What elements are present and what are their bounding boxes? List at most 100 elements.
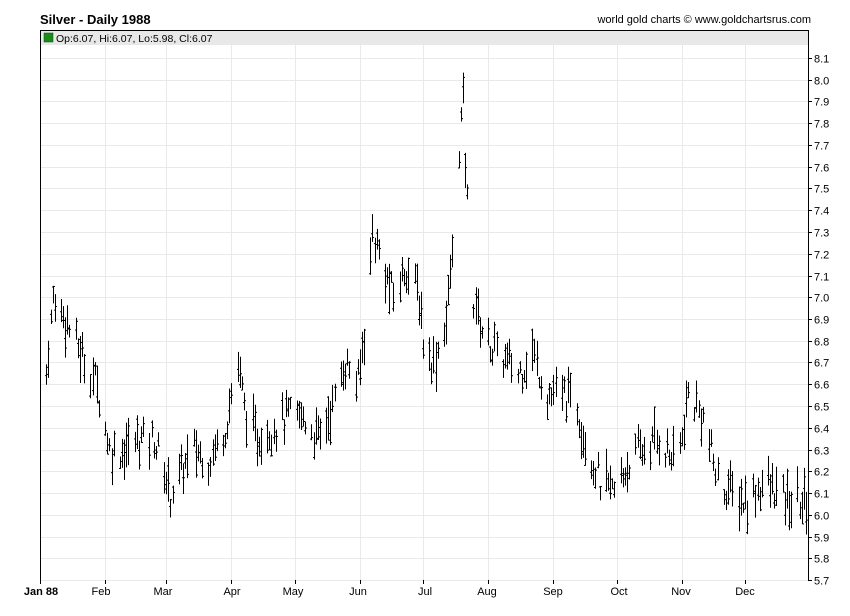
y-tick-label: 6.2 [814, 467, 829, 479]
ohlc-bar [369, 237, 372, 275]
ohlc-bar [552, 374, 555, 405]
ohlc-bar [121, 438, 124, 468]
ohlc-bar [50, 309, 53, 325]
ohlc-bar [363, 328, 366, 366]
ohlc-bar [752, 473, 755, 498]
ohlc-bar [611, 478, 614, 490]
ohlc-bar [94, 362, 97, 376]
y-tick-label: 6.5 [814, 402, 829, 414]
ohlc-bar [540, 376, 543, 400]
ohlc-bar [195, 430, 198, 478]
ohlc-bar [594, 467, 597, 489]
ohlc-bar [759, 486, 762, 512]
ohlc-bar [123, 439, 126, 480]
ohlc-bar [45, 364, 48, 385]
ohlc-bar [639, 429, 642, 460]
ohlc-bar [479, 317, 482, 348]
y-tick-label: 7.5 [814, 184, 829, 196]
ohlc-bar [212, 439, 215, 466]
ohlc-bar [805, 491, 808, 535]
ohlc-bar [565, 401, 568, 423]
ohlc-bar [214, 434, 217, 462]
ohlc-bar [754, 484, 757, 518]
y-tick-label: 6.9 [814, 315, 829, 327]
ohlc-bar [416, 263, 419, 301]
chart-title: Silver - Daily 1988 [40, 12, 151, 27]
ohlc-bar [714, 468, 717, 486]
ohlc-bar [113, 430, 116, 457]
ohlc-bar [256, 428, 259, 467]
ohlc-bar [390, 271, 393, 283]
ohlc-bar [685, 380, 688, 418]
ohlc-bar [148, 432, 151, 470]
ohlc-bar [475, 287, 478, 325]
ohlc-bar [140, 426, 143, 443]
ohlc-bar [237, 351, 240, 383]
ohlc-bar [68, 324, 71, 338]
ohlc-bar [77, 338, 80, 359]
ohlc-bar [127, 417, 130, 466]
ohlc-bar [399, 271, 402, 303]
ohlc-bar [769, 474, 772, 508]
y-tick-label: 6.1 [814, 489, 829, 501]
ohlc-bar [451, 234, 454, 268]
ohlc-bar [790, 491, 793, 529]
ohlc-bar [239, 356, 242, 388]
ohlc-bar [649, 441, 652, 471]
x-tick-label: Nov [671, 586, 691, 598]
ohlc-bar [384, 263, 387, 304]
ohlc-bar [517, 368, 520, 384]
y-tick-label: 7.8 [814, 119, 829, 131]
x-tick-label: Aug [477, 586, 497, 598]
ohlc-bar [443, 322, 446, 347]
ohlc-bar [226, 421, 229, 440]
ohlc-bar [66, 305, 69, 335]
ohlc-bar [533, 338, 536, 364]
ohlc-bar [245, 411, 248, 448]
ohlc-bar [89, 374, 92, 399]
ohlc-bar [569, 372, 572, 408]
ohlc-bar [172, 485, 175, 504]
ohlc-bar [60, 298, 63, 323]
ohlc-bar [361, 331, 364, 364]
ohlc-bar [376, 228, 379, 250]
x-tick-label: Oct [610, 586, 627, 598]
x-axis: Jan 88 Feb Mar Apr May Jun Jul Aug Sep Oct Nov Dec [24, 580, 755, 598]
ohlc-bar [186, 434, 189, 479]
ohlc-bar [153, 442, 156, 459]
ohlc-bar [325, 407, 328, 444]
ohlc-bar [786, 468, 789, 509]
ohlc-bar [224, 432, 227, 449]
ohlc-bar [651, 426, 654, 443]
ohlc-bar [52, 285, 55, 304]
ohlc-bar [445, 300, 448, 345]
ohlc-bar [407, 257, 410, 295]
ohlc-bar [561, 374, 564, 412]
ohlc-bar [775, 466, 778, 507]
ohlc-bar [182, 463, 185, 494]
ohlc-bar [525, 351, 528, 389]
x-tick-label: Dec [735, 586, 755, 598]
ohlc-bar [401, 257, 404, 282]
ohlc-bar [521, 373, 524, 394]
ohlc-bar [388, 263, 391, 315]
ohlc-bar [209, 456, 212, 477]
y-tick-label: 7.3 [814, 228, 829, 240]
ohlc-bar [199, 441, 202, 464]
y-tick-label: 6.8 [814, 337, 829, 349]
ohlc-bar [155, 446, 158, 460]
x-tick-label: Jul [418, 586, 432, 598]
y-tick-label: 5.8 [814, 554, 829, 566]
ohlc-bar [222, 434, 225, 457]
ohlc-bar [273, 418, 276, 445]
y-tick-label: 7.0 [814, 293, 829, 305]
ohlc-bar [801, 491, 804, 525]
ohlc-bar [729, 460, 732, 493]
y-tick-label: 7.7 [814, 141, 829, 153]
ohlc-bar [96, 365, 99, 404]
x-tick-label: Jun [349, 586, 367, 598]
horizontal-gridlines [41, 58, 808, 581]
ohlc-bar [590, 460, 593, 480]
ohlc-bar [104, 421, 107, 436]
ohlc-bar [744, 475, 747, 510]
